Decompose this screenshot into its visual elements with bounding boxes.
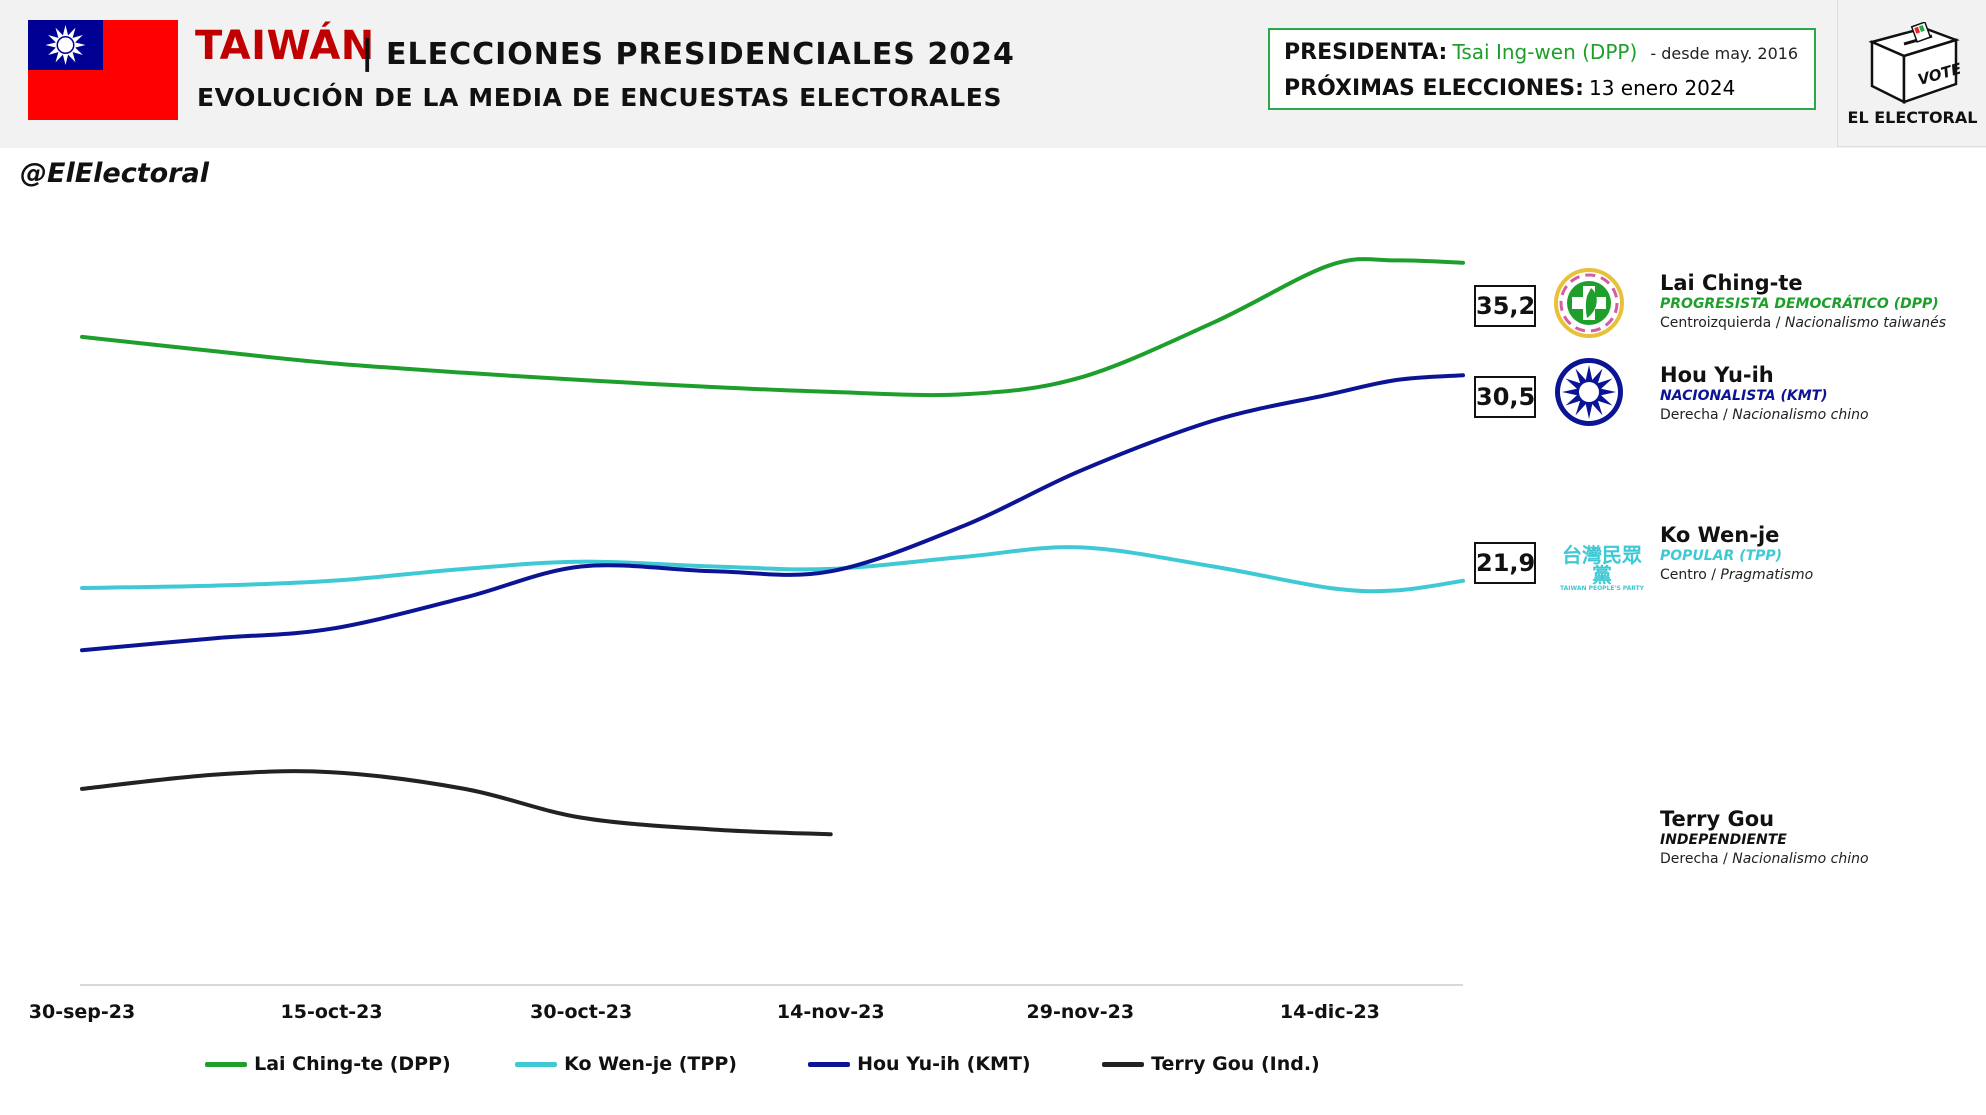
candidate-party: POPULAR (TPP) — [1660, 548, 1783, 565]
taiwan-flag-icon — [28, 20, 178, 120]
president-since: - desde may. 2016 — [1650, 44, 1799, 63]
end-value-lai: 35,2 — [1474, 285, 1536, 327]
title-separator: | — [361, 33, 374, 73]
chart-legend: Lai Ching-te (DPP) Ko Wen-je (TPP) Hou Y… — [0, 1053, 1986, 1083]
next-election-line: PRÓXIMAS ELECCIONES: 13 enero 2024 — [1284, 76, 1735, 101]
candidate-party: NACIONALISTA (KMT) — [1660, 388, 1828, 405]
legend-label: Ko Wen-je (TPP) — [564, 1053, 737, 1075]
candidate-ideology: Centroizquierda / Nacionalismo taiwanés — [1660, 314, 1947, 331]
el-electoral-logo: VOTE EL ELECTORAL — [1837, 0, 1986, 147]
legend-item-ko: Ko Wen-je (TPP) — [515, 1053, 737, 1075]
legend-label: Terry Gou (Ind.) — [1151, 1053, 1320, 1075]
tpp-logo: 台灣民眾黨 TAIWAN PEOPLE'S PARTY — [1554, 545, 1650, 592]
x-axis-ticks: 30-sep-23 15-oct-23 30-oct-23 14-nov-23 29-n… — [29, 1001, 1380, 1023]
dpp-logo-icon — [1554, 268, 1624, 338]
candidate-label-hou: Hou Yu-ih NACIONALISTA (KMT) Derecha / N… — [1660, 363, 1869, 424]
country-title: TAIWÁN — [195, 23, 375, 69]
legend-swatch — [205, 1061, 247, 1067]
candidate-label-ko: Ko Wen-je POPULAR (TPP) Centro / Pragmat… — [1660, 523, 1814, 584]
x-tick-label: 15-oct-23 — [281, 1001, 383, 1023]
tpp-logo-chars: 台灣民眾黨 — [1562, 543, 1642, 587]
next-election-value: 13 enero 2024 — [1588, 76, 1736, 100]
header-band: TAIWÁN | ELECCIONES PRESIDENCIALES 2024 … — [0, 0, 1986, 148]
chart-subtitle: EVOLUCIÓN DE LA MEDIA DE ENCUESTAS ELECT… — [197, 83, 1003, 112]
ballot-box-icon: VOTE — [1868, 22, 1960, 105]
end-value-hou: 30,5 — [1474, 376, 1536, 418]
end-value-ko: 21,9 — [1474, 542, 1536, 584]
legend-item-lai: Lai Ching-te (DPP) — [205, 1053, 451, 1075]
candidate-name: Ko Wen-je — [1660, 523, 1780, 547]
legend-label: Lai Ching-te (DPP) — [254, 1053, 451, 1075]
series-line-hou — [80, 373, 1465, 653]
x-tick-label: 14-nov-23 — [777, 1001, 885, 1023]
legend-label: Hou Yu-ih (KMT) — [857, 1053, 1031, 1075]
candidate-label-gou: Terry Gou INDEPENDIENTE Derecha / Nacion… — [1660, 807, 1869, 868]
kmt-logo-icon — [1555, 358, 1623, 426]
candidate-ideology: Centro / Pragmatismo — [1660, 566, 1814, 583]
x-tick-label: 30-oct-23 — [530, 1001, 632, 1023]
logo-caption: EL ELECTORAL — [1847, 108, 1978, 127]
legend-item-gou: Terry Gou (Ind.) — [1102, 1053, 1320, 1075]
page-title: ELECCIONES PRESIDENCIALES 2024 — [386, 37, 1015, 72]
twitter-handle: @ElElectoral — [20, 158, 209, 189]
candidate-name: Lai Ching-te — [1660, 271, 1803, 295]
candidate-ideology: Derecha / Nacionalismo chino — [1660, 406, 1869, 423]
candidate-label-lai: Lai Ching-te PROGRESISTA DEMOCRÁTICO (DP… — [1660, 271, 1947, 332]
candidate-party: PROGRESISTA DEMOCRÁTICO (DPP) — [1660, 296, 1939, 313]
series-line-ko — [80, 545, 1465, 594]
series-line-gou — [80, 769, 833, 837]
x-tick-label: 30-sep-23 — [29, 1001, 135, 1023]
tpp-logo-subtitle: TAIWAN PEOPLE'S PARTY — [1559, 585, 1645, 592]
candidate-ideology: Derecha / Nacionalismo chino — [1660, 850, 1869, 867]
candidate-party: INDEPENDIENTE — [1660, 832, 1787, 849]
candidate-name: Hou Yu-ih — [1660, 363, 1774, 387]
x-tick-label: 14-dic-23 — [1280, 1001, 1380, 1023]
next-election-key: PRÓXIMAS ELECCIONES: — [1284, 76, 1584, 101]
x-tick-label: 29-nov-23 — [1027, 1001, 1135, 1023]
legend-item-hou: Hou Yu-ih (KMT) — [808, 1053, 1031, 1075]
series-line-lai — [80, 257, 1465, 398]
president-value: Tsai Ing-wen (DPP) — [1452, 40, 1638, 64]
election-info-box: PRESIDENTA: Tsai Ing-wen (DPP) - desde m… — [1268, 28, 1816, 110]
president-line: PRESIDENTA: Tsai Ing-wen (DPP) - desde m… — [1284, 40, 1798, 65]
president-key: PRESIDENTA: — [1284, 40, 1448, 65]
legend-swatch — [1102, 1061, 1144, 1067]
candidate-name: Terry Gou — [1660, 807, 1775, 831]
legend-swatch — [808, 1061, 850, 1067]
legend-swatch — [515, 1061, 557, 1067]
series-lines — [80, 257, 1465, 837]
